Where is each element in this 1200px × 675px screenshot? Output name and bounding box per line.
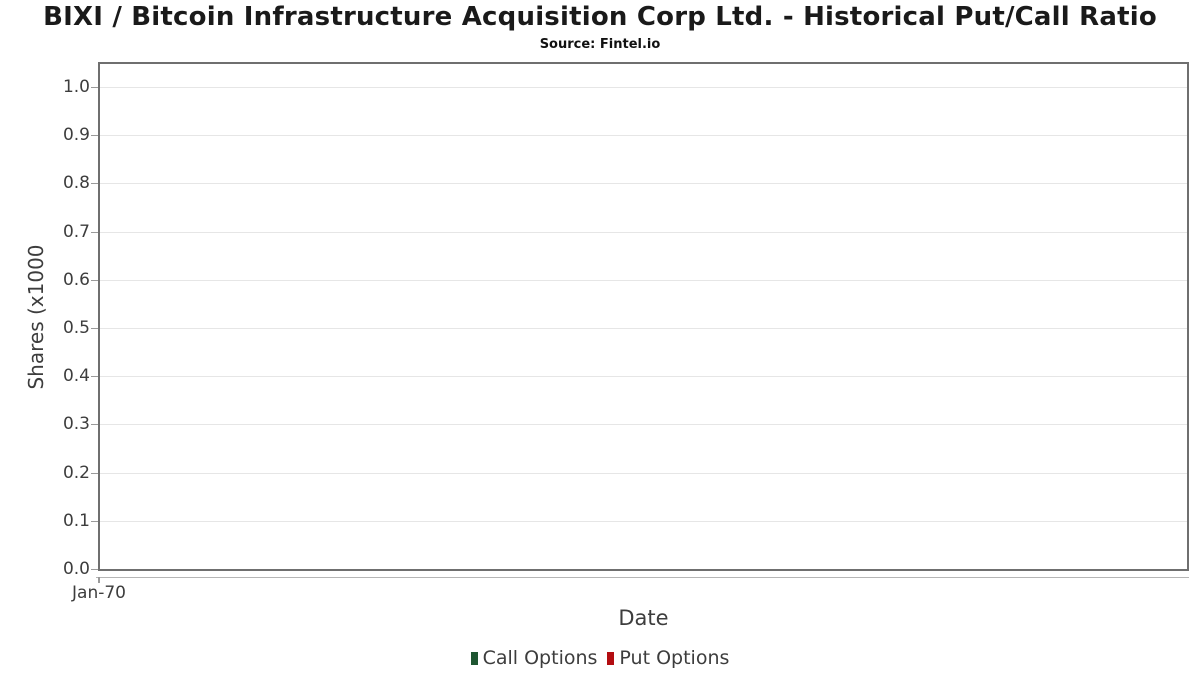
gridline xyxy=(100,376,1187,378)
y-tick-label: 0.5 xyxy=(62,318,90,338)
gridline xyxy=(100,328,1187,329)
y-axis-tick xyxy=(91,424,98,426)
y-tick-label: 0.2 xyxy=(62,462,90,483)
gridline xyxy=(100,279,1187,281)
gridline xyxy=(100,472,1187,474)
legend-marker-icon xyxy=(470,651,478,665)
y-axis-tick xyxy=(91,231,98,233)
gridline xyxy=(100,87,1187,88)
legend-item-label: Put Options xyxy=(619,647,730,669)
chart-subtitle: Source: Fintel.io xyxy=(539,37,661,52)
y-axis-tick xyxy=(91,569,98,570)
y-axis-tick xyxy=(91,472,98,474)
x-axis-title: Date xyxy=(618,606,669,630)
y-tick-label: 0.1 xyxy=(62,510,90,531)
legend-item-label: Call Options xyxy=(482,647,598,669)
y-axis-tick xyxy=(91,135,98,137)
y-tick-label: 0.8 xyxy=(62,173,90,194)
y-axis-tick xyxy=(91,87,98,88)
legend-item-call-options[interactable]: Call Options xyxy=(470,647,598,669)
y-axis-tick xyxy=(91,520,98,522)
y-axis-tick xyxy=(91,328,98,329)
gridline xyxy=(100,135,1187,137)
x-axis-line xyxy=(96,577,1189,578)
gridline xyxy=(100,231,1187,233)
gridline xyxy=(100,183,1187,185)
legend-marker-icon xyxy=(607,651,615,665)
y-axis-tick xyxy=(91,376,98,378)
gridline xyxy=(100,424,1187,426)
gridline xyxy=(100,520,1187,522)
chart-title: BIXI / Bitcoin Infrastructure Acquisitio… xyxy=(43,2,1157,32)
legend: Call Options Put Options xyxy=(0,647,1200,669)
plot-area xyxy=(98,62,1189,571)
y-tick-label: 0.0 xyxy=(62,559,90,579)
y-tick-label: 0.4 xyxy=(62,366,90,387)
legend-item-put-options[interactable]: Put Options xyxy=(607,647,729,669)
y-tick-label: 1.0 xyxy=(62,77,90,97)
x-axis-tick xyxy=(98,577,100,583)
y-axis-tick xyxy=(91,183,98,185)
y-axis-tick xyxy=(91,279,98,281)
y-tick-label: 0.6 xyxy=(62,269,90,290)
x-tick-label: Jan-70 xyxy=(72,583,126,603)
y-tick-label: 0.3 xyxy=(62,414,90,435)
y-tick-label: 0.9 xyxy=(62,125,90,146)
y-tick-label: 0.7 xyxy=(62,221,90,242)
